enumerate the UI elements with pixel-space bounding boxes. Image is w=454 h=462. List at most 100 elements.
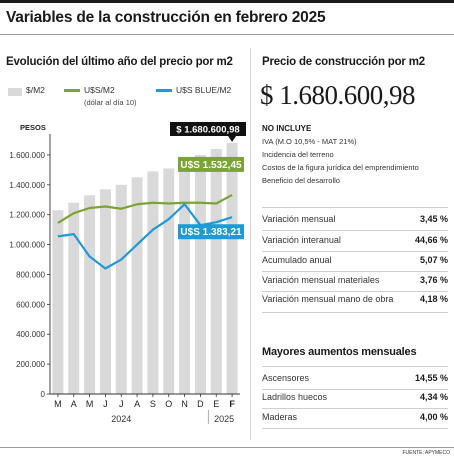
y-tick-label: 0: [41, 390, 46, 399]
legend-label-blue: U$S BLUE/M2: [176, 85, 232, 95]
price-callout-pointer: [228, 136, 237, 142]
usd-callout: U$S 1.532,45: [180, 160, 242, 171]
bottom-rule: [0, 447, 454, 448]
bar: [147, 171, 159, 394]
title-divider: [0, 34, 454, 35]
variation-label: Variación mensual materiales: [262, 275, 380, 285]
variation-row: Acumulado anual 5,07 %: [262, 252, 448, 270]
variation-row: Variación mensual 3,45 %: [262, 211, 448, 229]
bar: [52, 210, 64, 394]
variation-label: Variación mensual: [262, 214, 336, 224]
bar: [163, 168, 175, 394]
bar: [84, 195, 96, 394]
row-divider: [262, 271, 448, 272]
page-title: Variables de la construcción en febrero …: [6, 9, 326, 26]
top-rule: [0, 0, 454, 3]
bar: [99, 189, 111, 394]
aumento-value: 4,34 %: [419, 392, 448, 402]
x-tick-label: J: [119, 399, 124, 409]
row-divider: [262, 207, 448, 208]
bar: [131, 177, 143, 394]
no-incluye-item: Beneficio del desarrollo: [262, 176, 340, 185]
y-tick-label: 400.000: [16, 330, 45, 339]
x-tick-label: A: [134, 399, 140, 409]
variation-value: 44,66 %: [414, 235, 448, 245]
row-divider: [262, 251, 448, 252]
row-divider: [262, 428, 448, 429]
aumento-row: Maderas 4,00 %: [262, 409, 448, 427]
y-tick-label: 1.200.000: [9, 211, 45, 220]
variation-value: 3,76 %: [419, 275, 448, 285]
x-tick-label: N: [181, 399, 188, 409]
aumento-value: 4,00 %: [419, 412, 448, 422]
x-tick-label: M: [54, 399, 62, 409]
y-tick-label: 600.000: [16, 300, 45, 309]
variation-value: 3,45 %: [419, 214, 448, 224]
x-tick-label: A: [71, 399, 77, 409]
no-incluye-heading: NO INCLUYE: [262, 124, 312, 133]
price-value: $ 1.680.600,98: [260, 80, 416, 110]
x-tick-label: O: [165, 399, 172, 409]
y-tick-label: 1.400.000: [9, 181, 45, 190]
aumento-value: 14,55 %: [414, 373, 448, 383]
year-label: 2025: [214, 414, 234, 424]
row-divider: [262, 230, 448, 231]
source-note: FUENTE: APYMECO: [402, 450, 450, 456]
x-tick-label: D: [197, 399, 204, 409]
column-divider: [250, 48, 251, 440]
no-incluye-item: IVA (M.O 10,5% - MAT 21%): [262, 137, 357, 146]
row-divider: [262, 389, 448, 390]
bar: [226, 142, 238, 394]
y-tick-label: 800.000: [16, 270, 45, 279]
price-evolution-chart: PESOS 0 200.000 400.000 600.000 800.000 1.000.…: [9, 122, 246, 424]
row-divider: [262, 408, 448, 409]
aumento-row: Ascensores 14,55 %: [262, 370, 448, 388]
legend-sublabel-usd: (dólar al día 10): [84, 98, 137, 107]
price-callout-box: [170, 122, 246, 136]
blue-callout-box: [178, 224, 244, 240]
row-divider: [262, 291, 448, 292]
legend-label-pesos: $/M2: [26, 85, 45, 95]
variation-label: Acumulado anual: [262, 255, 332, 265]
aumento-label: Ascensores: [262, 373, 310, 383]
y-tick-label: 1.600.000: [9, 151, 45, 160]
x-tick-label: S: [150, 399, 156, 409]
no-incluye-item: Costos de la figura jurídica del emprend…: [262, 163, 419, 172]
variation-label: Variación interanual: [262, 235, 341, 245]
y-tick-label: 200.000: [16, 360, 45, 369]
y-axis-title: PESOS: [20, 123, 46, 132]
variation-row: Variación mensual mano de obra 4,18 %: [262, 291, 448, 309]
price-callout: $ 1.680.600,98: [176, 125, 239, 136]
variation-label: Variación mensual mano de obra: [262, 294, 394, 304]
row-divider: [262, 366, 448, 367]
chart-title: Evolución del último año del precio por …: [6, 56, 233, 68]
usd-callout-box: [178, 156, 244, 172]
y-tick-label: 1.000.000: [9, 241, 45, 250]
legend-swatch-usd: [64, 89, 80, 92]
bar: [68, 202, 80, 394]
x-tick-label: E: [213, 399, 219, 409]
aumento-label: Maderas: [262, 412, 298, 422]
variation-value: 4,18 %: [419, 294, 448, 304]
bar: [210, 148, 222, 394]
bar: [194, 154, 206, 394]
aumento-label: Ladrillos huecos: [262, 392, 328, 402]
aumentos-title: Mayores aumentos mensuales: [262, 346, 417, 358]
legend-label-usd: U$S/M2: [84, 85, 115, 95]
aumento-row: Ladrillos huecos 4,34 %: [262, 389, 448, 407]
x-tick-label: M: [86, 399, 94, 409]
variation-row: Variación interanual 44,66 %: [262, 232, 448, 250]
legend-swatch-pesos: [8, 88, 22, 96]
bar: [115, 184, 127, 394]
bar: [179, 160, 191, 394]
blue-callout: U$S 1.383,21: [180, 227, 242, 238]
variation-value: 5,07 %: [419, 255, 448, 265]
year-label: 2024: [111, 414, 131, 424]
x-tick-label: J: [103, 399, 108, 409]
price-section-title: Precio de construcción por m2: [262, 56, 425, 68]
no-incluye-item: Incidencia del terreno: [262, 150, 334, 159]
usd-line: [57, 193, 233, 224]
row-divider: [262, 312, 448, 313]
variation-row: Variación mensual materiales 3,76 %: [262, 272, 448, 290]
x-tick-label: F: [229, 399, 235, 409]
